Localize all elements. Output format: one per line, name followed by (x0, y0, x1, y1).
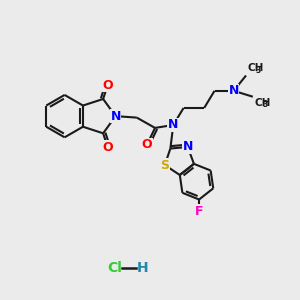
Text: S: S (160, 158, 169, 172)
Text: N: N (110, 110, 121, 123)
Text: N: N (182, 140, 193, 154)
Text: Cl: Cl (107, 261, 122, 275)
Text: N: N (229, 84, 239, 97)
Text: 3: 3 (262, 100, 268, 109)
Text: O: O (142, 139, 152, 152)
Text: 3: 3 (256, 66, 261, 75)
Text: F: F (195, 205, 203, 218)
Text: CH: CH (254, 98, 271, 108)
Text: N: N (168, 118, 178, 131)
Text: H: H (137, 261, 148, 275)
Text: CH: CH (248, 63, 264, 73)
Text: O: O (102, 79, 113, 92)
Text: O: O (102, 140, 113, 154)
